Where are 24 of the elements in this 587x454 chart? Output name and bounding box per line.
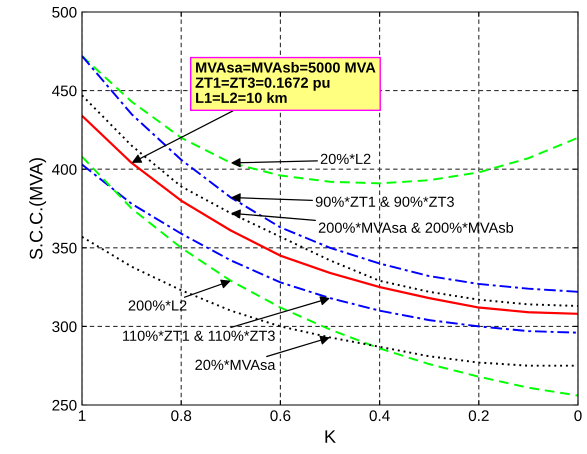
annotation: MVAsa=MVAsb=5000 MVA ZT1=ZT3=0.1672 pu L1=L2=10 km bbox=[196, 62, 376, 104]
line-series bbox=[82, 156, 578, 397]
annotation: 200%*MVAsa & 200%*MVAsb bbox=[318, 222, 514, 233]
line-series bbox=[82, 55, 578, 184]
annotation: 110%*ZT1 & 110%*ZT3 bbox=[123, 330, 275, 341]
annotation: 20%*L2 bbox=[320, 154, 370, 164]
y-tick-label: 250 bbox=[52, 400, 77, 411]
annotation: 20%*MVAsa bbox=[195, 360, 276, 370]
annotation: 90%*ZT1 & 90%*ZT3 bbox=[316, 196, 454, 207]
x-tick-label: 0.4 bbox=[370, 410, 390, 422]
y-tick-label: 300 bbox=[52, 321, 77, 332]
y-tick-label: 450 bbox=[52, 85, 77, 96]
x-tick-label: 0.6 bbox=[270, 410, 290, 422]
x-tick-label: 0.2 bbox=[468, 410, 489, 422]
x-tick-label: 0.8 bbox=[171, 410, 192, 422]
x-tick-label: 1 bbox=[78, 410, 86, 421]
y-tick-label: 350 bbox=[52, 242, 77, 254]
y-tick-label: 400 bbox=[52, 164, 77, 175]
annotation: 200%*L2 bbox=[128, 300, 186, 311]
x-tick-label: 0 bbox=[574, 410, 582, 422]
y-axis-title: S.C.C.(MVA) bbox=[29, 158, 46, 260]
line-series bbox=[82, 55, 578, 293]
x-axis-title: K bbox=[325, 430, 336, 443]
y-tick-label: 500 bbox=[52, 6, 77, 18]
